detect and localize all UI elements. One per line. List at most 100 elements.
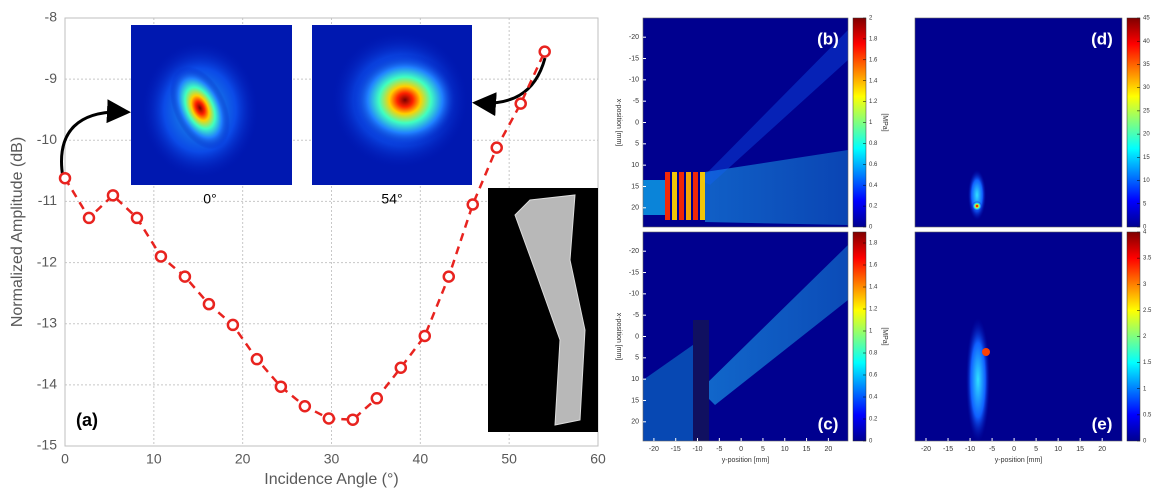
x-tick-label: -15: [943, 446, 953, 453]
y-tick-label: -9: [45, 70, 58, 86]
y-tick-label: -8: [45, 9, 58, 25]
colorbar-tick-label: 0.4: [869, 395, 878, 401]
data-marker: [130, 211, 144, 225]
colorbar-tick-label: 1: [1143, 386, 1147, 392]
colorbar-frame: [852, 17, 867, 228]
x-tick-label: 20: [235, 451, 251, 467]
x-tick-label: -10: [692, 446, 702, 453]
y-tick-label: 0: [635, 333, 639, 340]
y-tick-label: -10: [629, 77, 639, 84]
colorbar-tick-label: 0: [1143, 225, 1147, 231]
x-tick-label: 0: [61, 451, 69, 467]
colorbar-tick-label: 1.2: [869, 307, 878, 313]
panel-label: (e): [1092, 414, 1113, 433]
x-tick-label: 60: [590, 451, 606, 467]
y-tick-label: -14: [37, 376, 57, 392]
y-axis-label: x-position [mm]: [615, 99, 622, 147]
y-tick-label: 15: [631, 183, 639, 190]
panel-frame: [914, 17, 1123, 228]
data-marker: [322, 412, 336, 425]
data-marker: [346, 413, 360, 426]
y-tick-label: 0: [635, 119, 639, 126]
panel-label: (b): [817, 29, 839, 48]
y-tick-label: -11: [38, 192, 57, 208]
y-tick-label: -12: [37, 253, 57, 269]
inset-images: [60, 25, 598, 432]
colorbar-tick-label: 45: [1143, 16, 1150, 22]
colorbar-tick-label: 0.6: [869, 373, 878, 379]
colorbar-tick-label: 1.2: [869, 99, 878, 105]
x-tick-label: -20: [649, 446, 659, 453]
colorbar-tick-label: 0.6: [869, 162, 878, 168]
data-marker: [442, 270, 456, 283]
colorbar-tick-label: 1: [869, 120, 873, 126]
colorbar-tick-label: 3: [1143, 282, 1147, 288]
colorbar-tick-label: 1.4: [869, 285, 878, 291]
y-tick-label: 20: [631, 419, 639, 426]
y-tick-label: -13: [37, 314, 57, 330]
panel-label: (d): [1091, 29, 1113, 48]
data-marker: [466, 198, 479, 211]
heatmap-images: [643, 18, 1140, 442]
data-marker: [202, 297, 216, 311]
y-tick-label: -20: [629, 34, 639, 41]
colorbar-tick-label: 0.2: [869, 417, 878, 423]
x-tick-label: 5: [761, 446, 765, 453]
colorbar-tick-label: 1.4: [869, 78, 878, 84]
x-tick-label: 0: [739, 446, 743, 453]
y-tick-label: -15: [629, 55, 639, 62]
colorbar-tick-label: 3.5: [1143, 256, 1152, 262]
colorbar-frame: [852, 231, 867, 442]
x-tick-label: 20: [824, 446, 832, 453]
annotation: (a): [76, 410, 98, 430]
colorbar-tick-label: 30: [1143, 85, 1150, 91]
data-marker: [226, 318, 240, 332]
x-tick-label: -15: [671, 446, 681, 453]
colorbar-tick-label: 1.8: [869, 241, 878, 247]
data-marker: [490, 141, 503, 154]
colorbar-tick-label: 20: [1143, 132, 1150, 138]
y-tick-label: -15: [629, 269, 639, 276]
colorbar-tick-label: 0: [869, 225, 873, 231]
y-tick-label: -5: [633, 98, 639, 105]
panel-label: (c): [818, 414, 839, 433]
x-tick-label: 0: [1012, 446, 1016, 453]
colorbar-tick-label: 15: [1143, 155, 1150, 161]
colorbar-tick-label: 40: [1143, 39, 1150, 45]
data-marker: [538, 45, 551, 58]
y-axis-label: Normalized Amplitude (dB): [9, 137, 26, 327]
y-tick-label: 10: [631, 376, 639, 383]
data-marker: [58, 171, 72, 185]
annotation: 0°: [203, 191, 216, 207]
x-tick-label: -5: [989, 446, 995, 453]
x-tick-label: 10: [146, 451, 162, 467]
colorbar-tick-label: 4: [1143, 230, 1147, 236]
x-tick-label: 20: [1098, 446, 1106, 453]
data-marker: [250, 352, 264, 366]
colorbar-tick-label: 0.5: [1143, 412, 1152, 418]
y-tick-label: -15: [37, 437, 57, 453]
x-tick-label: 15: [1076, 446, 1084, 453]
y-tick-label: -20: [629, 248, 639, 255]
colorbar-label: [MPa]: [881, 113, 888, 131]
x-tick-label: 10: [781, 446, 789, 453]
colorbar-frame: [1126, 17, 1141, 228]
colorbar-frame: [1126, 231, 1141, 442]
x-tick-label: 50: [501, 451, 517, 467]
x-tick-label: -5: [716, 446, 722, 453]
x-tick-label: -20: [921, 446, 931, 453]
data-marker: [514, 97, 527, 110]
colorbar-tick-label: 1.5: [1143, 360, 1152, 366]
y-tick-label: 10: [631, 162, 639, 169]
colorbar-tick-label: 1.6: [869, 57, 878, 63]
colorbar-tick-label: 5: [1143, 201, 1147, 207]
y-tick-label: -10: [629, 291, 639, 298]
colorbar-tick-label: 25: [1143, 108, 1150, 114]
colorbar-tick-label: 1.6: [869, 263, 878, 269]
x-axis-label: y-position [mm]: [722, 457, 770, 464]
colorbar-tick-label: 0.4: [869, 183, 878, 189]
colorbar-tick-label: 0: [869, 439, 873, 445]
y-tick-label: 5: [635, 355, 639, 362]
x-axis-label: Incidence Angle (°): [264, 471, 398, 488]
data-marker: [82, 211, 96, 225]
